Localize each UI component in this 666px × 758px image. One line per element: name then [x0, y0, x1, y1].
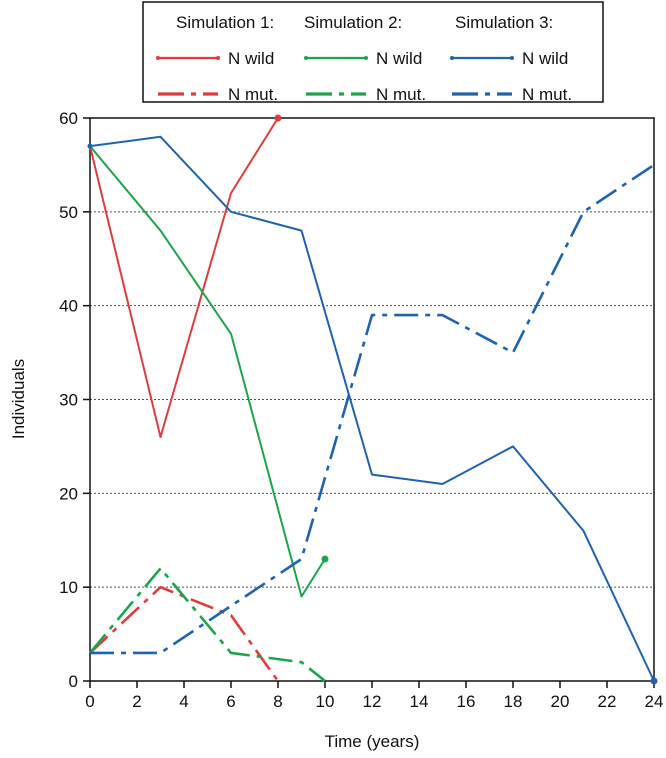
series-line-1	[89, 585, 280, 682]
y-tick-label: 30	[59, 391, 78, 410]
legend-marker-sim1-wild	[156, 56, 160, 60]
y-tick-label: 10	[59, 578, 78, 597]
x-tick-label: 14	[410, 692, 429, 711]
x-tick-label: 4	[179, 692, 188, 711]
series-line-5	[90, 163, 655, 655]
x-axis-label: Time (years)	[325, 732, 420, 751]
series-line-2	[89, 145, 326, 598]
legend-title-sim2: Simulation 2:	[304, 13, 402, 32]
y-tick-label: 20	[59, 484, 78, 503]
series-endpoint-marker	[650, 677, 658, 685]
legend-label-sim2-wild: N wild	[376, 49, 422, 68]
legend-marker-sim1-wild-end	[216, 56, 220, 60]
legend-marker-sim3-wild	[450, 56, 454, 60]
y-tick-label: 40	[59, 297, 78, 316]
gridlines	[90, 211, 654, 588]
x-tick-label: 6	[226, 692, 235, 711]
y-tick-label: 50	[59, 203, 78, 222]
series-line-4	[89, 135, 655, 682]
legend-label-sim3-mut: N mut.	[522, 85, 572, 104]
legend-label-sim1-mut: N mut.	[228, 85, 278, 104]
series-line-3	[89, 567, 326, 683]
series-endpoint-marker	[321, 555, 329, 563]
series-line-0	[89, 117, 279, 438]
y-tick-label: 0	[69, 672, 78, 691]
x-tick-label: 18	[504, 692, 523, 711]
x-tick-label: 12	[363, 692, 382, 711]
legend-label-sim2-mut: N mut.	[376, 85, 426, 104]
legend-title-sim1: Simulation 1:	[176, 13, 274, 32]
legend-marker-sim2-wild-end	[364, 56, 368, 60]
x-tick-label: 20	[551, 692, 570, 711]
x-tick-label: 8	[273, 692, 282, 711]
legend-marker-sim3-wild-end	[510, 56, 514, 60]
y-tick-label: 60	[59, 109, 78, 128]
series-endpoint-marker	[274, 114, 282, 122]
x-tick-label: 0	[85, 692, 94, 711]
series	[87, 114, 658, 685]
x-tick-label: 2	[132, 692, 141, 711]
legend-marker-sim2-wild	[304, 56, 308, 60]
series-endpoint-marker	[87, 143, 93, 149]
x-tick-label: 16	[457, 692, 476, 711]
legend-title-sim3: Simulation 3:	[455, 13, 553, 32]
legend: Simulation 1: Simulation 2: Simulation 3…	[142, 1, 604, 104]
x-tick-label: 24	[645, 692, 664, 711]
legend-box	[142, 1, 604, 103]
legend-label-sim3-wild: N wild	[522, 49, 568, 68]
x-tick-label: 10	[316, 692, 335, 711]
y-axis-label: Individuals	[9, 359, 28, 439]
legend-label-sim1-wild: N wild	[228, 49, 274, 68]
x-tick-label: 22	[598, 692, 617, 711]
